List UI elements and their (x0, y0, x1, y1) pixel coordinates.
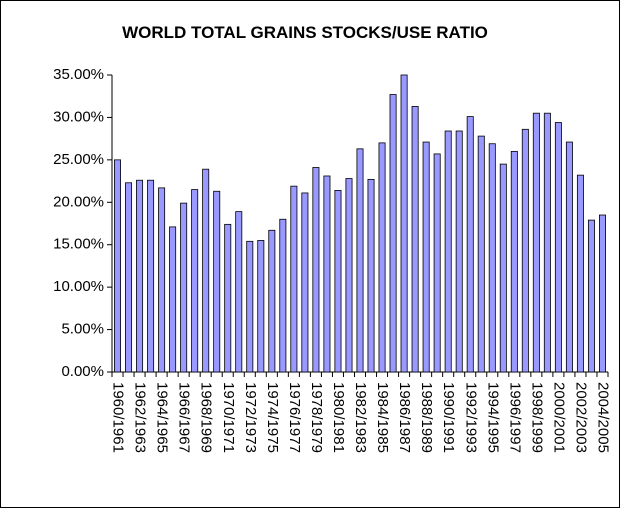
bar (290, 185, 298, 373)
x-tick-label: 1986/1987 (396, 382, 413, 453)
bar (202, 168, 210, 373)
x-tick-label: 1988/1989 (418, 382, 435, 453)
x-tick-label: 1974/1975 (264, 382, 281, 453)
bar (477, 135, 485, 373)
bar (136, 179, 144, 373)
bar (400, 74, 408, 373)
x-tick-label: 1980/1981 (330, 382, 347, 453)
bar (246, 240, 254, 373)
x-tick-label: 1992/1993 (462, 382, 479, 453)
bar (554, 122, 562, 373)
bar (257, 240, 265, 373)
bar (510, 150, 518, 373)
bar (422, 141, 430, 373)
x-tick-label: 1978/1979 (308, 382, 325, 453)
bar (367, 178, 375, 373)
x-tick-label: 1968/1969 (198, 382, 215, 453)
bar (356, 148, 364, 373)
x-tick-label: 1994/1995 (484, 382, 501, 453)
x-tick-label: 1976/1977 (286, 382, 303, 453)
x-tick-label: 2004/2005 (595, 382, 612, 453)
bar (576, 174, 584, 373)
bar (114, 159, 121, 373)
bar (521, 128, 529, 373)
x-tick-label: 1966/1967 (176, 382, 193, 453)
x-tick-label: 1960/1961 (110, 382, 127, 453)
x-tick-label: 2002/2003 (572, 382, 589, 453)
bar (301, 192, 309, 373)
y-tick-label: 30.00% (53, 108, 104, 125)
bar (587, 219, 595, 373)
bar (455, 130, 463, 373)
bar (433, 153, 441, 373)
bar (312, 167, 320, 373)
bar (158, 187, 166, 373)
bar (444, 130, 452, 373)
x-tick-label: 1998/1999 (528, 382, 545, 453)
y-tick-label: 15.00% (53, 236, 104, 253)
bar (235, 211, 243, 373)
x-tick-label: 1984/1985 (374, 382, 391, 453)
bar (191, 189, 199, 373)
bar (169, 226, 177, 373)
x-tick-label: 1972/1973 (242, 382, 259, 453)
y-tick-label: 35.00% (53, 66, 104, 83)
bar (213, 190, 221, 373)
bar (345, 178, 353, 373)
bar (180, 202, 188, 373)
y-tick-label: 25.00% (53, 151, 104, 168)
bar (147, 179, 155, 373)
y-tick-label: 10.00% (53, 278, 104, 295)
bar (323, 175, 331, 373)
y-tick-label: 0.00% (61, 363, 104, 380)
x-tick-label: 1970/1971 (220, 382, 237, 453)
bar (565, 141, 573, 373)
x-tick-label: 1964/1965 (154, 382, 171, 453)
x-tick-label: 1962/1963 (132, 382, 149, 453)
x-tick-label: 1982/1983 (352, 382, 369, 453)
chart-title: WORLD TOTAL GRAINS STOCKS/USE RATIO (122, 23, 488, 42)
bar (279, 218, 287, 373)
bar (488, 143, 496, 373)
x-tick-label: 2000/2001 (550, 382, 567, 453)
bar (125, 182, 133, 373)
bar (411, 105, 419, 373)
bar (532, 112, 540, 373)
bar (334, 190, 342, 373)
bar (378, 142, 386, 373)
bar (499, 163, 507, 373)
bar (543, 112, 551, 373)
x-tick-label: 1990/1991 (440, 382, 457, 453)
bar (389, 94, 397, 373)
bar (599, 214, 606, 373)
bar (224, 223, 232, 373)
y-tick-label: 5.00% (61, 321, 104, 338)
bar (466, 116, 474, 373)
x-tick-label: 1996/1997 (506, 382, 523, 453)
y-tick-label: 20.00% (53, 193, 104, 210)
bar (268, 229, 276, 373)
